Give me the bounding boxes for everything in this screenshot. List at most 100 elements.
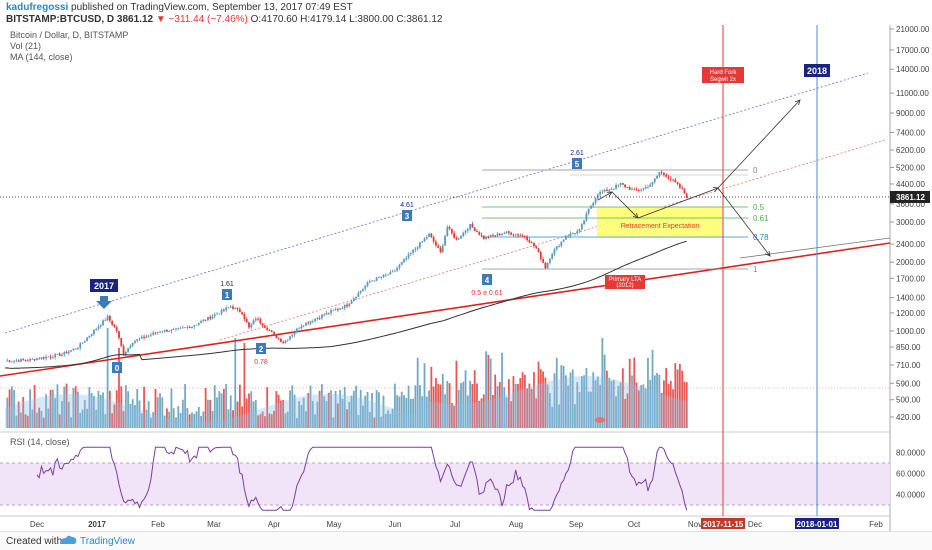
volume-bar (213, 385, 216, 428)
wave-ratio-label: 0.78 (254, 359, 268, 366)
volume-bar (268, 413, 271, 428)
projection-arrow (637, 188, 718, 219)
candle-body (478, 232, 481, 235)
fib-level-label: 1 (753, 265, 758, 274)
volume-bar (336, 403, 339, 428)
volume-bar (530, 389, 533, 428)
price-axis[interactable]: 21000.0017000.0014000.0011000.009000.007… (0, 25, 930, 500)
candle-body (241, 312, 244, 315)
volume-ma-area (5, 376, 687, 428)
volume-bar (685, 382, 688, 428)
volume-bar (407, 385, 410, 428)
chart-title-legend[interactable]: Bitcoin / Dollar, D, BITSTAMP (10, 30, 129, 40)
fib-level-label: 0.61 (753, 214, 769, 223)
primary-lta-line (0, 242, 891, 377)
candle-body (65, 351, 68, 354)
candle-body (127, 348, 130, 352)
tradingview-brand[interactable]: TradingView (80, 536, 136, 547)
volume-bar (482, 394, 485, 428)
volume-bar (250, 391, 253, 428)
candle-body (191, 326, 193, 329)
candle-body (152, 332, 155, 335)
price-tick-label: 1000.00 (896, 327, 925, 336)
volume-bar (592, 372, 595, 428)
event-date-tag (795, 518, 839, 529)
price-chart[interactable]: 0 0.5 0.61 0.78 1 Retracement Expectation Hard… (0, 0, 932, 531)
footer-bar: Created with TradingView (0, 531, 932, 550)
candle-body (207, 316, 209, 321)
volume-bar (234, 338, 237, 428)
price-tick-label: 9000.00 (896, 109, 925, 118)
candle-body (202, 319, 205, 322)
time-tick-label: May (326, 520, 341, 529)
volume-bar (222, 388, 225, 428)
volume-bar (65, 383, 68, 428)
volume-bar (455, 360, 458, 428)
volume-bar (309, 385, 312, 428)
candle-body (31, 358, 34, 360)
volume-bar (321, 384, 323, 428)
candle-body (562, 239, 565, 242)
candle-body (492, 235, 494, 237)
volume-bar (387, 410, 389, 428)
candle-body (658, 172, 661, 176)
candle-body (523, 235, 526, 237)
price-tick-label: 1400.00 (896, 294, 925, 303)
candle-body (138, 338, 141, 340)
candle-body (624, 184, 627, 188)
volume-bar (435, 378, 437, 428)
volume-bar (355, 385, 358, 428)
candle-body (195, 324, 198, 326)
volume-legend[interactable]: Vol (21) (10, 41, 42, 51)
candle-body (95, 328, 98, 330)
candle-body (448, 227, 451, 229)
candle-body (252, 320, 255, 325)
candle-body (266, 327, 269, 331)
volume-bar (243, 343, 246, 428)
time-axis[interactable]: Dec 2017 Feb Mar Apr May Jun Jul Aug Sep Oct Nov 201… (30, 518, 884, 529)
time-tick-label: Jul (450, 520, 460, 529)
volume-bar (626, 393, 629, 428)
candle-body (291, 334, 294, 337)
candle-body (293, 332, 296, 335)
ma-legend[interactable]: MA (144, close) (10, 52, 73, 62)
volume-bar (512, 376, 515, 428)
wave-badge (402, 210, 412, 221)
candle-body (487, 236, 490, 238)
volume-bar (97, 390, 100, 428)
volume-bar (619, 382, 622, 428)
candle-body (512, 234, 515, 236)
candle-body (612, 188, 615, 190)
candle-body (97, 326, 100, 329)
candles-layer (6, 170, 688, 364)
candle-body (505, 231, 508, 234)
volume-bar (140, 413, 143, 428)
volume-bar (26, 415, 29, 428)
volume-bar (63, 386, 66, 428)
ma-144-line (4, 240, 687, 369)
volume-bar (498, 382, 501, 428)
last-price: 3861.12 (116, 14, 154, 25)
volume-bar (567, 385, 570, 428)
candle-body (175, 328, 177, 330)
candle-body (145, 336, 148, 338)
candle-body (462, 232, 465, 237)
author-name[interactable]: kadufregossi (6, 2, 69, 13)
drawing-layer (0, 25, 891, 516)
candle-body (409, 252, 412, 255)
volume-bar (444, 394, 446, 428)
volume-bar (56, 384, 59, 428)
candle-body (678, 183, 681, 188)
volume-bar (400, 391, 403, 428)
candle-body (599, 191, 601, 195)
candle-body (273, 331, 275, 334)
candle-body (619, 183, 622, 185)
rsi-legend[interactable]: RSI (14, close) (10, 437, 70, 447)
candle-body (200, 321, 202, 324)
volume-bar (382, 395, 385, 428)
volume-bar (642, 384, 645, 428)
candle-body (99, 325, 102, 327)
volume-bar (348, 402, 351, 428)
volume-bar (359, 389, 362, 428)
candle-body (558, 245, 560, 247)
